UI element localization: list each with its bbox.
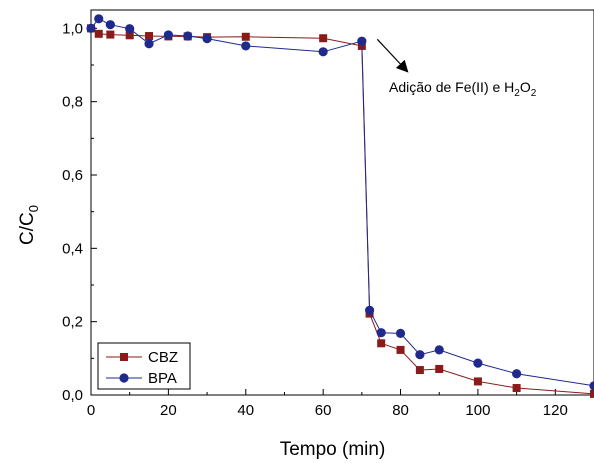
point-cbz	[106, 30, 115, 39]
y-tick-label-0,8: 0,8	[62, 94, 83, 111]
x-tick-label-0: 0	[87, 402, 95, 419]
point-bpa	[183, 31, 193, 41]
point-bpa	[395, 328, 406, 338]
axis-titles: Tempo (min) C/C0	[17, 205, 385, 460]
series-group	[86, 14, 594, 398]
legend-marker-cbz	[120, 353, 128, 361]
point-cbz	[590, 389, 594, 398]
series-line-bpa	[90, 18, 594, 387]
point-bpa	[376, 328, 386, 338]
point-cbz	[94, 29, 103, 38]
point-bpa	[357, 36, 367, 46]
legend-label-bpa: BPA	[148, 370, 177, 387]
annotation-arrow	[376, 38, 409, 73]
x-tick-label-120: 120	[543, 402, 568, 419]
point-cbz	[415, 366, 424, 375]
annotation-text: Adição de Fe(II) e H2O2	[389, 79, 537, 99]
series-bpa	[86, 14, 594, 391]
annotation: Adição de Fe(II) e H2O2	[376, 38, 537, 99]
point-cbz	[396, 345, 405, 354]
point-bpa	[105, 20, 115, 30]
x-tick-label-100: 100	[465, 402, 490, 419]
point-bpa	[241, 41, 251, 51]
point-bpa	[144, 39, 154, 49]
point-bpa	[318, 47, 328, 57]
x-tick-label-40: 40	[237, 402, 254, 419]
y-tick-label-0,0: 0,0	[62, 387, 83, 404]
axis-ticks: 0 20 40 60 80 100 120 0,0 0,2 0,4 0,6 0,8 1,0	[62, 20, 568, 419]
x-tick-label-60: 60	[315, 402, 332, 419]
plot-area	[90, 9, 594, 396]
point-cbz	[473, 377, 482, 386]
point-bpa	[202, 34, 212, 44]
point-bpa	[86, 23, 96, 33]
series-cbz	[87, 24, 594, 398]
y-tick-label-0,4: 0,4	[62, 240, 83, 257]
point-cbz	[241, 32, 250, 41]
point-cbz	[435, 364, 444, 373]
point-bpa	[512, 369, 522, 379]
point-bpa	[94, 14, 104, 24]
point-bpa	[163, 30, 173, 40]
x-tick-label-80: 80	[392, 402, 409, 419]
y-tick-label-1,0: 1,0	[62, 20, 83, 37]
legend: CBZ BPA	[97, 342, 191, 390]
point-bpa	[125, 24, 135, 34]
x-tick-label-20: 20	[160, 402, 177, 419]
y-tick-label-0,2: 0,2	[62, 314, 83, 331]
point-bpa	[415, 350, 425, 360]
point-cbz	[512, 384, 521, 393]
point-bpa	[434, 345, 444, 355]
point-bpa	[589, 381, 594, 391]
legend-marker-bpa	[119, 373, 129, 383]
point-cbz	[145, 32, 154, 41]
y-axis-title: C/C0	[17, 205, 41, 245]
series-line-cbz	[90, 27, 594, 395]
point-cbz	[125, 31, 134, 40]
legend-label-cbz: CBZ	[148, 349, 178, 366]
point-bpa	[473, 358, 483, 368]
x-axis-title: Tempo (min)	[280, 439, 386, 460]
point-bpa	[364, 305, 375, 315]
point-cbz	[377, 339, 386, 348]
y-tick-label-0,6: 0,6	[62, 167, 83, 184]
legend-box	[97, 342, 191, 390]
point-cbz	[319, 34, 328, 43]
